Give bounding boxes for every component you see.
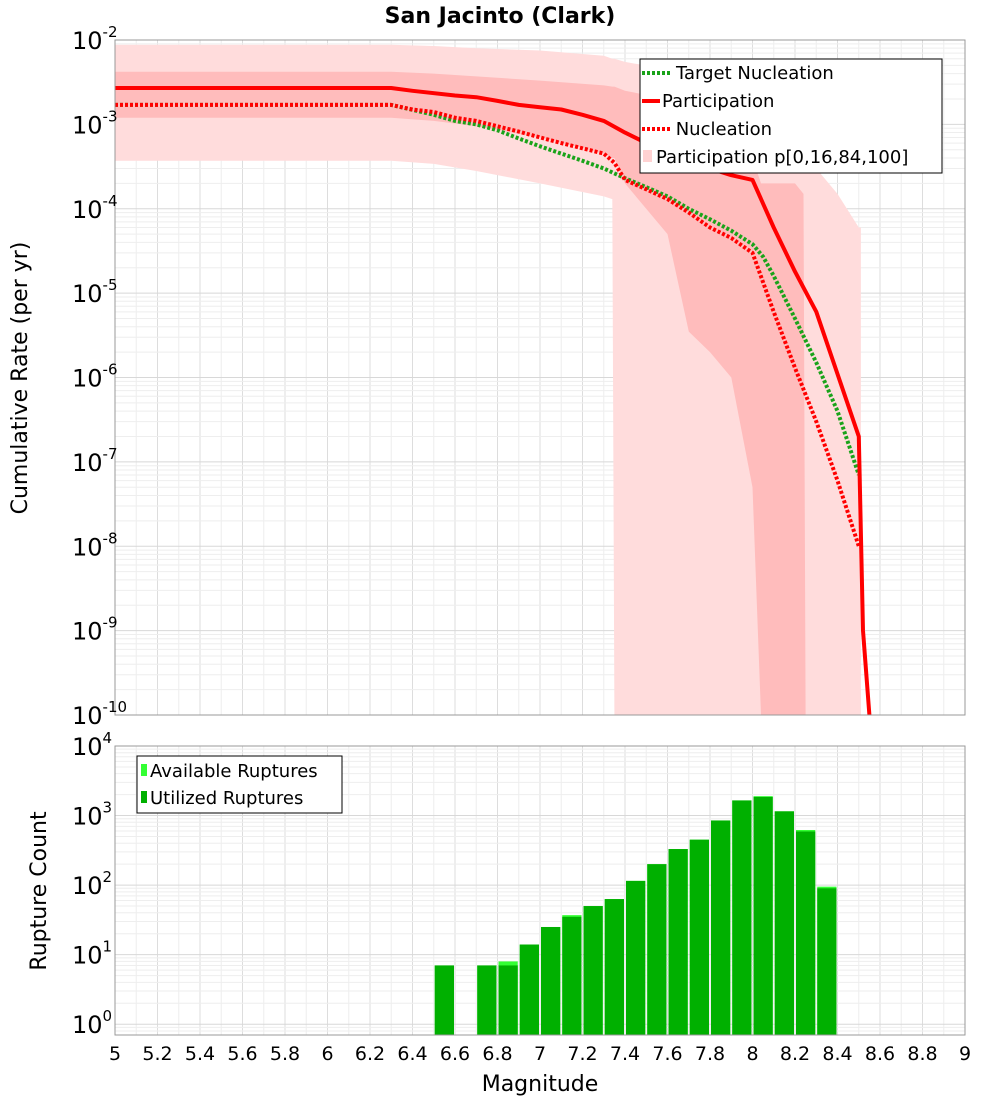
chart-title: San Jacinto (Clark) (385, 4, 616, 29)
rate-legend: Target Nucleation Participation Nucleati… (639, 58, 943, 174)
rupture-legend: Available Ruptures Utilized Ruptures (136, 755, 343, 814)
utilized-rupture-bar (477, 965, 497, 1035)
rupture-y-tick-label: 101 (72, 938, 112, 970)
magnitude-tick-label: 8.8 (907, 1043, 937, 1065)
rate-y-tick-label: 10-8 (72, 529, 118, 561)
magnitude-tick-label: 5.2 (142, 1043, 172, 1065)
rupture-y-tick-label: 100 (72, 1007, 112, 1039)
utilized-rupture-bar (519, 944, 539, 1035)
legend-target-nucleation-label: Target Nucleation (675, 63, 834, 84)
utilized-rupture-bar (583, 906, 603, 1035)
utilized-rupture-bar (626, 880, 646, 1035)
legend-percentile-band-swatch (643, 150, 652, 162)
utilized-rupture-bar (498, 965, 518, 1035)
rate-plot-border (114, 39, 966, 716)
magnitude-tick-label: 6.8 (482, 1043, 512, 1065)
utilized-rupture-bar (711, 820, 731, 1035)
legend-nucleation-label: Nucleation (670, 119, 772, 140)
rate-y-tick-labels: 10-2 10-3 10-4 10-5 10-6 10-7 10-8 10-9 10-10 (72, 23, 127, 730)
magnitude-tick-label: 7.6 (652, 1043, 682, 1065)
rate-y-tick-label: 10-7 (72, 445, 118, 477)
magnitude-tick-label: 5.4 (185, 1043, 215, 1065)
nucleation-line (115, 102, 861, 547)
utilized-rupture-bar (796, 831, 816, 1035)
magnitude-tick-label: 8.6 (865, 1043, 895, 1065)
rate-y-tick-label: 10-6 (72, 361, 118, 393)
utilized-rupture-bar (604, 899, 624, 1035)
utilized-rupture-bar (647, 864, 667, 1035)
participation-percentile-bands (115, 44, 861, 716)
legend-available-label: Available Ruptures (150, 761, 318, 782)
magnitude-tick-label: 6.6 (440, 1043, 470, 1065)
rate-y-tick-label: 10-9 (72, 614, 118, 646)
utilized-rupture-bar (817, 888, 837, 1035)
utilized-rupture-bar (562, 916, 582, 1035)
magnitude-tick-label: 8 (746, 1043, 758, 1065)
magnitude-tick-label: 7.8 (695, 1043, 725, 1065)
utilized-rupture-bar (732, 800, 752, 1035)
rate-y-tick-label: 10-2 (72, 23, 118, 55)
magnitude-tick-label: 8.4 (822, 1043, 852, 1065)
magnitude-tick-label: 5.6 (227, 1043, 257, 1065)
magnitude-tick-label: 6.2 (355, 1043, 385, 1065)
magnitude-tick-label: 8.2 (780, 1043, 810, 1065)
rate-y-tick-label: 10-10 (72, 698, 127, 730)
legend-utilized-swatch (141, 791, 147, 803)
magnitude-tick-label: 9 (959, 1043, 971, 1065)
rupture-legend-box (136, 755, 343, 814)
rupture-bars (434, 796, 837, 1035)
legend-utilized-label: Utilized Ruptures (150, 788, 303, 809)
utilized-rupture-bar (689, 839, 709, 1035)
magnitude-tick-label: 7.4 (610, 1043, 640, 1065)
legend-participation-label: Participation (662, 91, 774, 112)
rate-y-tick-label: 10-3 (72, 107, 118, 139)
rate-legend-box (639, 58, 943, 174)
x-axis-label: Magnitude (482, 1072, 599, 1097)
rupture-plot-border (114, 745, 966, 1036)
utilized-rupture-bar (753, 796, 773, 1035)
rate-y-tick-label: 10-5 (72, 276, 118, 308)
rupture-y-tick-label: 102 (72, 868, 112, 900)
target-nucleation-line (115, 102, 861, 476)
magnitude-tick-label: 5 (109, 1043, 121, 1065)
rupture-y-tick-labels: 104 103 102 101 100 (72, 729, 112, 1039)
magnitude-tick-label: 6.4 (397, 1043, 427, 1065)
rupture-y-tick-label: 103 (72, 799, 112, 831)
utilized-rupture-bar (434, 965, 454, 1035)
utilized-rupture-bar (541, 926, 561, 1035)
rate-y-tick-label: 10-4 (72, 192, 118, 224)
magnitude-tick-label: 6 (321, 1043, 333, 1065)
utilized-rupture-bar (668, 849, 688, 1035)
rate-y-axis-label: Cumulative Rate (per yr) (8, 242, 33, 515)
magnitude-tick-label: 5.8 (270, 1043, 300, 1065)
utilized-rupture-bar (774, 811, 794, 1035)
magnitude-tick-label: 7.2 (567, 1043, 597, 1065)
rupture-y-tick-label: 104 (72, 729, 112, 761)
legend-percentile-band-label: Participation p[0,16,84,100] (656, 147, 908, 168)
magnitude-tick-label: 7 (534, 1043, 546, 1065)
legend-available-swatch (141, 764, 147, 776)
rupture-y-axis-label: Rupture Count (27, 811, 52, 971)
magnitude-tick-labels: 5 5.2 5.4 5.6 5.8 6 6.2 6.4 6.6 6.8 7 7.2 7.4 7.6 7.8 8… (109, 1043, 971, 1065)
